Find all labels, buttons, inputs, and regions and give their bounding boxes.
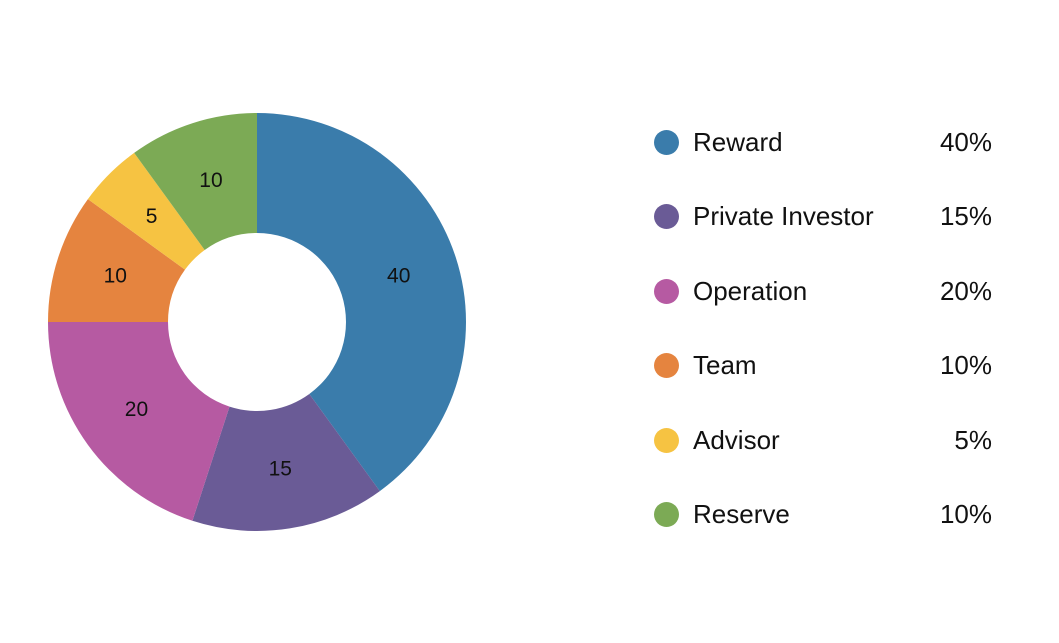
legend-value: 10%	[939, 350, 992, 381]
slice-reward	[257, 113, 466, 492]
slice-label-advisor: 5	[146, 205, 158, 228]
legend-item-advisor: Advisor 5%	[654, 418, 994, 462]
slice-label-operation: 20	[125, 398, 148, 421]
slice-label-reward: 40	[387, 264, 410, 287]
legend-label: Operation	[693, 275, 808, 306]
slice-label-team: 10	[104, 264, 127, 287]
slice-label-private-investor: 15	[269, 458, 292, 481]
slice-private-investor	[192, 394, 380, 531]
legend-swatch	[654, 427, 679, 453]
slice-advisor	[87, 152, 205, 270]
donut-slice-labels: 40 15 20 10 5 10	[104, 169, 411, 481]
slice-reserve	[134, 113, 257, 250]
legend: Reward 40% Private Investor 15% Operation 20%…	[654, 120, 994, 568]
donut-slices	[48, 113, 466, 531]
legend-value: 40%	[939, 126, 992, 157]
legend-item-private-investor: Private Investor 15%	[654, 195, 994, 239]
legend-label: Advisor	[693, 424, 780, 455]
legend-value: 10%	[939, 499, 992, 530]
legend-swatch	[654, 129, 679, 155]
legend-swatch	[654, 502, 679, 528]
legend-item-team: Team 10%	[654, 344, 994, 388]
slice-label-reserve: 10	[199, 169, 222, 192]
legend-label: Team	[693, 350, 757, 381]
slice-team	[48, 199, 185, 322]
legend-item-reward: Reward 40%	[654, 120, 994, 164]
legend-swatch	[654, 353, 679, 379]
legend-item-reserve: Reserve 10%	[654, 493, 994, 537]
legend-label: Reward	[693, 126, 783, 157]
legend-value: 5%	[954, 424, 992, 455]
legend-label: Private Investor	[693, 201, 874, 232]
slice-operation	[48, 322, 230, 521]
legend-value: 15%	[939, 201, 992, 232]
legend-swatch	[654, 278, 679, 304]
legend-value: 20%	[939, 275, 992, 306]
legend-label: Reserve	[693, 499, 790, 530]
legend-item-operation: Operation 20%	[654, 269, 994, 313]
legend-swatch	[654, 204, 679, 230]
